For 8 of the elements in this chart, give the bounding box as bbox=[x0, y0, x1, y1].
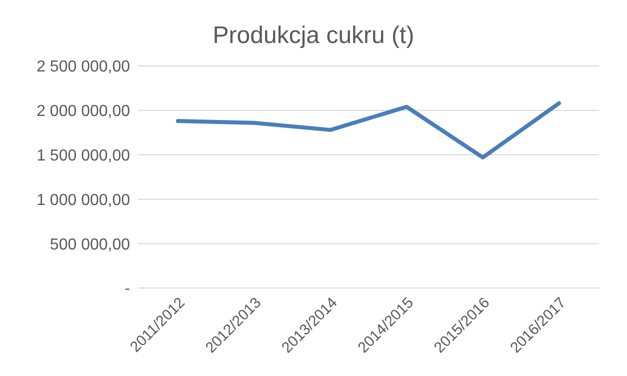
y-tick-label: 2 500 000,00 bbox=[36, 58, 130, 76]
chart-title: Produkcja cukru (t) bbox=[212, 22, 416, 50]
y-tick-label: 1 000 000,00 bbox=[36, 192, 130, 209]
y-tick-label: 500 000,00 bbox=[50, 236, 130, 254]
line-series bbox=[176, 101, 561, 160]
y-tick-label: - bbox=[124, 280, 130, 298]
y-tick-label: 1 500 000,00 bbox=[36, 147, 130, 164]
y-tick-label: 2 000 000,00 bbox=[36, 103, 130, 120]
